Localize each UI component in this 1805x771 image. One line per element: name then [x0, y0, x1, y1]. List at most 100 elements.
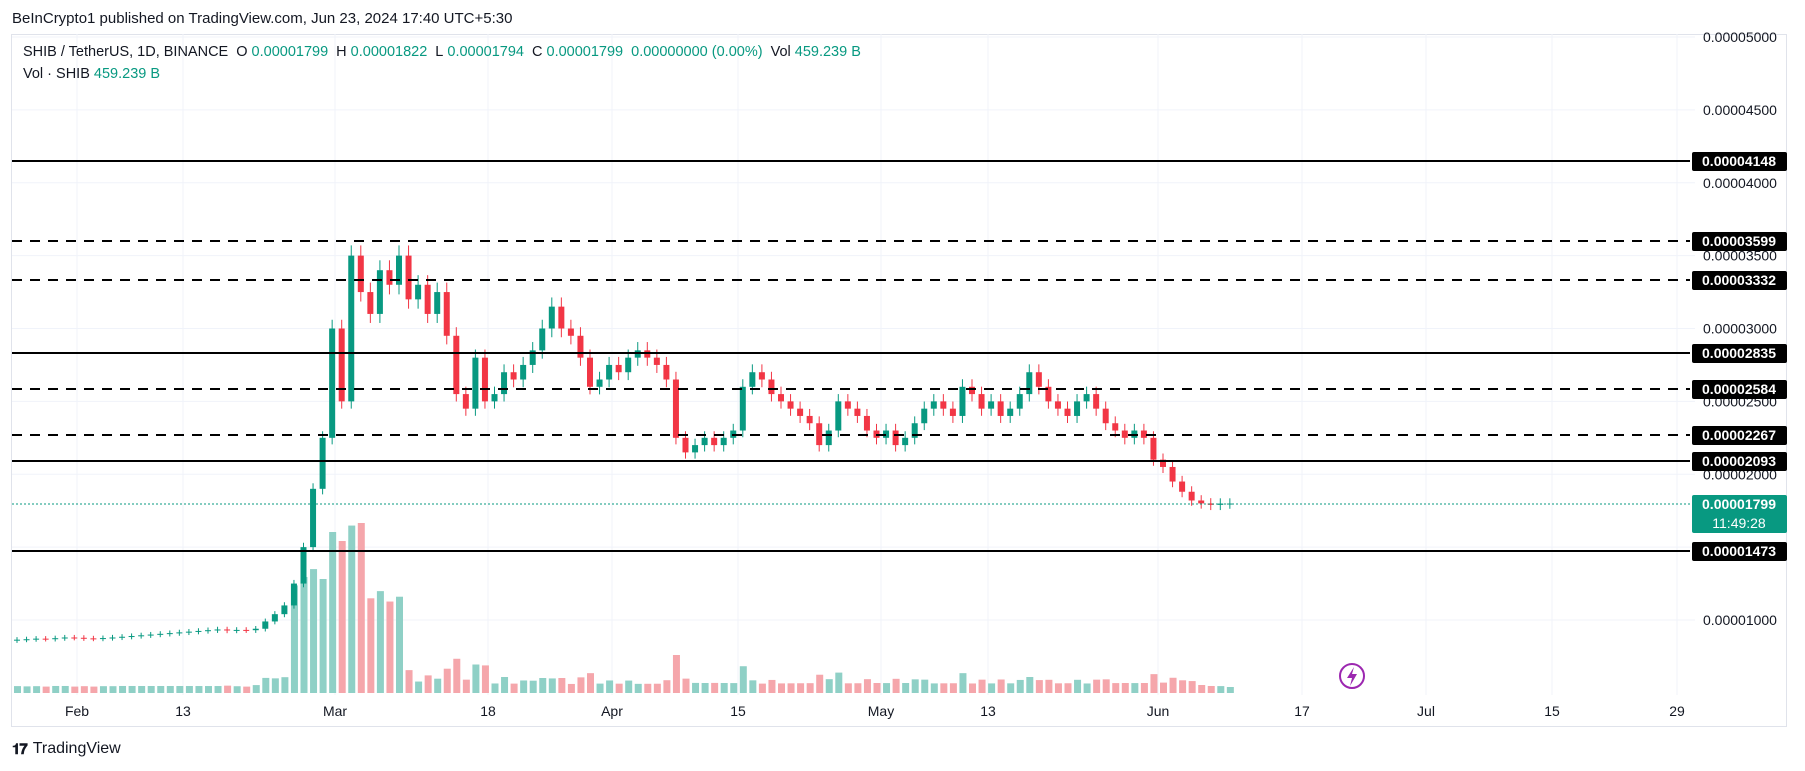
candle[interactable] — [1026, 372, 1033, 395]
candle[interactable] — [959, 386, 966, 416]
candle[interactable] — [61, 637, 68, 639]
candle[interactable] — [386, 270, 393, 285]
candle[interactable] — [1007, 408, 1014, 416]
candle[interactable] — [1198, 500, 1205, 504]
candle[interactable] — [949, 408, 956, 416]
candle[interactable] — [940, 401, 947, 409]
candle[interactable] — [787, 401, 794, 409]
candle[interactable] — [749, 372, 756, 387]
candle[interactable] — [587, 357, 593, 387]
candle[interactable] — [224, 629, 231, 631]
candle[interactable] — [567, 328, 574, 336]
candle[interactable] — [835, 401, 842, 431]
candle[interactable] — [1102, 408, 1109, 424]
candle[interactable] — [290, 583, 297, 606]
candle[interactable] — [205, 630, 211, 632]
candle[interactable] — [71, 637, 78, 639]
footer-brand[interactable]: 𝟏𝟕 TradingView — [12, 740, 121, 758]
candle[interactable] — [1074, 401, 1081, 416]
candle[interactable] — [758, 372, 765, 380]
candle[interactable] — [42, 638, 49, 640]
candle[interactable] — [739, 386, 746, 431]
candle[interactable] — [214, 629, 221, 631]
candle[interactable] — [491, 394, 498, 402]
candle[interactable] — [529, 350, 536, 365]
candle[interactable] — [185, 631, 192, 633]
candle[interactable] — [319, 437, 326, 489]
candle[interactable] — [539, 328, 546, 351]
candle[interactable] — [157, 633, 164, 635]
candle[interactable] — [1140, 430, 1147, 438]
candle[interactable] — [99, 638, 106, 640]
candle[interactable] — [883, 430, 890, 438]
candle[interactable] — [52, 638, 59, 640]
candle[interactable] — [501, 372, 508, 395]
candle[interactable] — [1054, 401, 1061, 409]
candle[interactable] — [80, 637, 87, 639]
candle[interactable] — [682, 437, 689, 453]
candle[interactable] — [988, 401, 995, 409]
candle[interactable] — [472, 357, 479, 409]
candle[interactable] — [1188, 491, 1195, 501]
candle[interactable] — [720, 437, 727, 446]
candle[interactable] — [166, 633, 173, 635]
candle[interactable] — [147, 634, 154, 636]
candle[interactable] — [797, 408, 804, 416]
candle[interactable] — [615, 364, 622, 373]
candle[interactable] — [243, 629, 250, 631]
candle[interactable] — [692, 445, 699, 453]
candle[interactable] — [701, 437, 708, 446]
candle[interactable] — [1150, 437, 1157, 460]
candle[interactable] — [892, 430, 899, 446]
candle[interactable] — [14, 639, 20, 641]
candle[interactable] — [1093, 394, 1100, 409]
candle[interactable] — [462, 394, 469, 409]
candle[interactable] — [778, 394, 784, 402]
candle[interactable] — [902, 437, 909, 446]
candle[interactable] — [252, 628, 259, 631]
candle[interactable] — [816, 423, 823, 446]
candle[interactable] — [1169, 466, 1176, 482]
candle[interactable] — [33, 638, 40, 640]
candle[interactable] — [577, 335, 584, 358]
candle[interactable] — [1083, 394, 1090, 402]
candle[interactable] — [396, 255, 402, 285]
candle[interactable] — [338, 328, 345, 402]
candle[interactable] — [911, 423, 918, 438]
candle[interactable] — [510, 372, 517, 380]
candle[interactable] — [1112, 423, 1119, 431]
candle[interactable] — [424, 284, 431, 314]
candle[interactable] — [109, 637, 116, 639]
candle[interactable] — [969, 386, 975, 395]
candle[interactable] — [329, 328, 336, 438]
candle[interactable] — [310, 488, 317, 548]
candle[interactable] — [1035, 372, 1042, 387]
candle[interactable] — [415, 284, 422, 300]
candle[interactable] — [348, 255, 355, 402]
candle[interactable] — [233, 629, 240, 631]
candle[interactable] — [844, 401, 851, 409]
candle[interactable] — [23, 639, 30, 641]
candle[interactable] — [195, 630, 202, 632]
candle[interactable] — [1016, 394, 1023, 409]
candle[interactable] — [625, 357, 632, 373]
candle[interactable] — [558, 306, 565, 329]
volume-legend-label[interactable]: Vol · SHIB — [23, 66, 90, 82]
candle[interactable] — [548, 306, 555, 329]
candle[interactable] — [481, 357, 488, 402]
candle[interactable] — [119, 636, 126, 638]
candle[interactable] — [1179, 481, 1186, 492]
candle[interactable] — [300, 547, 307, 584]
candle[interactable] — [711, 437, 718, 446]
candle[interactable] — [376, 270, 383, 314]
candle[interactable] — [930, 401, 937, 409]
candle[interactable] — [176, 632, 183, 634]
candle[interactable] — [1121, 430, 1128, 438]
candle[interactable] — [672, 379, 679, 438]
candle[interactable] — [634, 350, 641, 358]
candle[interactable] — [1045, 386, 1052, 402]
candle[interactable] — [281, 605, 288, 615]
candle[interactable] — [262, 621, 269, 629]
candle[interactable] — [606, 364, 613, 380]
